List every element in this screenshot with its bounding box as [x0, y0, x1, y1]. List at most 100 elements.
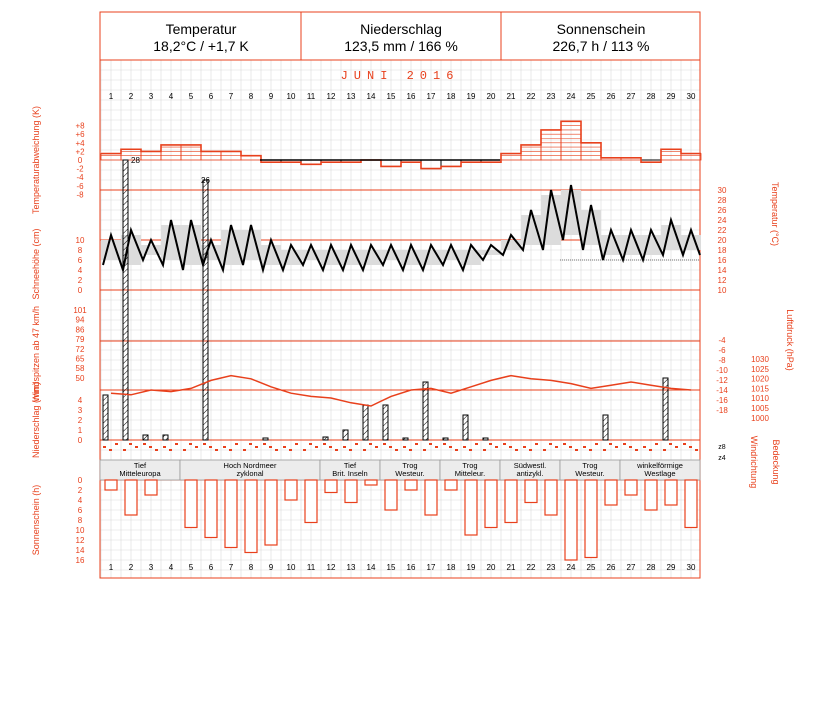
cloud-wind-mark — [143, 443, 146, 445]
temperature-tick: 12 — [718, 276, 727, 285]
precipitation-bar — [202, 179, 209, 441]
cloud-wind-mark — [563, 443, 566, 445]
sunshine-bar — [264, 479, 278, 546]
cloud-wind-mark — [549, 443, 552, 445]
cloud-wind-mark — [423, 449, 426, 451]
temperature-tick: 24 — [718, 216, 727, 225]
cloud-wind-mark — [695, 449, 698, 451]
day-label-top: 25 — [587, 92, 596, 101]
day-label-bottom: 20 — [487, 563, 496, 572]
anomaly-tick: +8 — [75, 122, 85, 131]
precipitation-bar — [462, 414, 469, 441]
day-label-top: 14 — [367, 92, 376, 101]
day-label-bottom: 25 — [587, 563, 596, 572]
precip-peak-label: 28 — [131, 156, 140, 165]
day-label-top: 1 — [109, 92, 114, 101]
cloud-wind-mark — [643, 446, 646, 448]
temperature-tick: 18 — [718, 246, 727, 255]
sunshine-bar — [104, 479, 118, 491]
cloud-wind-mark — [429, 443, 432, 445]
sunshine-bar — [444, 479, 458, 491]
wind-tick: 72 — [76, 345, 85, 354]
sunshine-bar — [244, 479, 258, 554]
cloud-wind-mark — [475, 443, 478, 445]
cloud-wind-mark — [435, 446, 438, 448]
weather-pattern-label: Tief — [134, 461, 147, 470]
precipitation-bar — [442, 437, 449, 441]
cloud-wind-mark — [349, 449, 352, 451]
precip-peak-label: 26 — [201, 176, 210, 185]
sunshine-bar — [424, 479, 438, 516]
cloud-wind-mark — [575, 449, 578, 451]
day-label-top: 2 — [129, 92, 134, 101]
cloud-wind-mark — [509, 446, 512, 448]
wind-tick: 79 — [76, 335, 85, 344]
right-axis-label: Bedeckung — [771, 439, 781, 484]
cloud-wind-mark — [595, 443, 598, 445]
cloud-wind-mark — [295, 443, 298, 445]
sunshine-bar — [144, 479, 158, 496]
cloud-wind-mark — [555, 446, 558, 448]
cloud-wind-mark — [589, 449, 592, 451]
day-label-top: 21 — [507, 92, 516, 101]
temperature-title: Temperatur — [165, 21, 237, 37]
cloud-wind-mark — [529, 449, 532, 451]
temperature-tick: 30 — [718, 186, 727, 195]
right-scale-tick: -6 — [718, 346, 726, 355]
cloud-wind-mark — [229, 449, 232, 451]
precipitation-tick: 3 — [78, 406, 83, 415]
weather-pattern-label: Tief — [344, 461, 357, 470]
precipitation-bar — [422, 381, 429, 441]
cloud-wind-mark — [495, 446, 498, 448]
cloud-wind-mark — [669, 443, 672, 445]
wind-tick: 86 — [76, 325, 85, 334]
cloud-wind-mark — [315, 446, 318, 448]
snow-tick: 4 — [78, 266, 83, 275]
sunshine-bar — [124, 479, 138, 516]
cloud-wind-mark — [395, 449, 398, 451]
cloud-wind-mark — [623, 443, 626, 445]
cloud-wind-mark — [255, 446, 258, 448]
cloud-wind-label: z8 — [718, 444, 726, 451]
cloud-wind-mark — [369, 443, 372, 445]
day-label-bottom: 3 — [149, 563, 154, 572]
cloud-wind-mark — [375, 446, 378, 448]
cloud-wind-mark — [303, 449, 306, 451]
cloud-wind-mark — [343, 446, 346, 448]
day-label-bottom: 5 — [189, 563, 194, 572]
cloud-wind-mark — [275, 449, 278, 451]
right-scale-tick: -16 — [716, 396, 728, 405]
cloud-wind-mark — [629, 446, 632, 448]
weather-pattern-box — [619, 459, 701, 481]
weather-pattern-label: Hoch Nordmeer — [224, 461, 277, 470]
temperature-normal-band — [101, 190, 701, 265]
cloud-wind-mark — [243, 449, 246, 451]
weather-pattern-label: Westeur. — [575, 469, 604, 478]
pressure-tick: 1010 — [751, 394, 769, 403]
sunshine-tick: 16 — [76, 556, 85, 565]
weather-pattern-label: antizykl. — [516, 469, 543, 478]
day-label-bottom: 11 — [307, 563, 316, 572]
snow-tick: 8 — [78, 246, 83, 255]
right-scale-tick: -18 — [716, 406, 728, 415]
sunshine-bar — [224, 479, 238, 549]
cloud-wind-label: z4 — [718, 455, 726, 462]
weather-pattern-label: Trog — [402, 461, 417, 470]
temperature-tick: 10 — [718, 286, 727, 295]
cloud-wind-mark — [489, 443, 492, 445]
left-axis-label: Sonnenschein (h) — [31, 485, 41, 556]
right-axis-label: Luftdruck (hPa) — [785, 309, 795, 371]
cloud-wind-mark — [115, 443, 118, 445]
day-label-top: 26 — [607, 92, 616, 101]
weather-pattern-label: Brit. Inseln — [332, 469, 367, 478]
wind-tick: 50 — [76, 374, 85, 383]
wind-tick: 65 — [76, 355, 85, 364]
cloud-wind-mark — [483, 449, 486, 451]
right-scale-tick: -8 — [718, 356, 726, 365]
day-label-top: 16 — [407, 92, 416, 101]
day-label-bottom: 15 — [387, 563, 396, 572]
pressure-tick: 1000 — [751, 414, 769, 423]
left-axis-label: Schneehöhe (cm) — [31, 228, 41, 299]
cloud-wind-mark — [615, 446, 618, 448]
sunshine-tick: 8 — [78, 516, 83, 525]
